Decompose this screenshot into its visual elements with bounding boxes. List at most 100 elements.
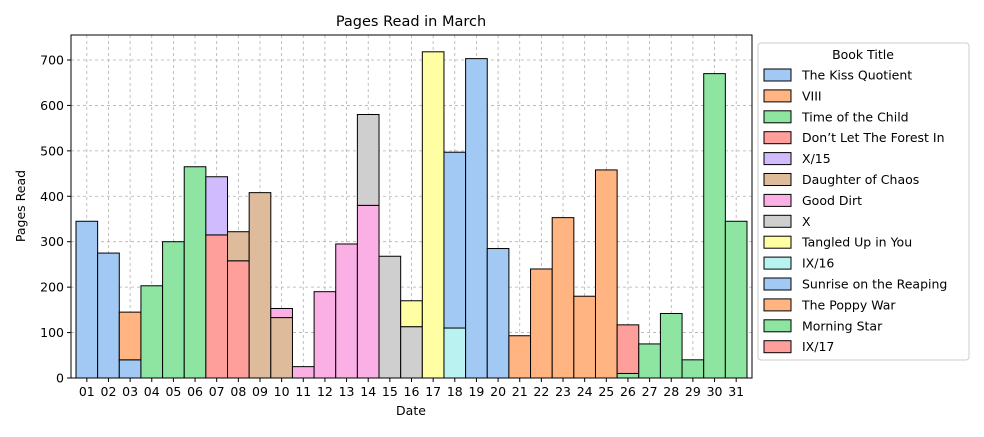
- x-tick-label: 14: [360, 384, 376, 399]
- bar-segment: [183, 166, 207, 379]
- bar-segment: [118, 311, 142, 361]
- x-axis-label: Date: [396, 403, 426, 418]
- x-tick-label: 20: [490, 384, 506, 399]
- bar-segment: [659, 312, 683, 379]
- legend-title: Book Title: [832, 47, 894, 62]
- bar-segment: [443, 151, 467, 329]
- x-tick-label: 12: [317, 384, 333, 399]
- bar-segment: [140, 285, 164, 379]
- x-tick-label: 09: [252, 384, 268, 399]
- legend: Book Title The Kiss Quotient VIII Time of …: [757, 42, 970, 361]
- legend-swatch: [763, 131, 792, 145]
- bar-segment: [443, 327, 467, 379]
- bar-segment: [205, 176, 229, 236]
- x-tick-label: 27: [642, 384, 658, 399]
- legend-swatch: [763, 89, 792, 103]
- legend-swatch: [763, 193, 792, 207]
- bar-segment: [508, 335, 532, 379]
- legend-label: Good Dirt: [802, 193, 862, 208]
- bar-segment: [465, 58, 488, 379]
- bar-segment: [270, 317, 293, 379]
- x-tick-label: 02: [101, 384, 117, 399]
- bar-segment: [356, 204, 380, 379]
- legend-swatch: [763, 68, 792, 82]
- x-tick-label: 06: [187, 384, 203, 399]
- legend-frame: [757, 42, 970, 361]
- y-tick-label: 300: [40, 234, 64, 249]
- y-tick-label: 700: [40, 52, 64, 67]
- y-axis-label: Pages Read: [13, 170, 28, 242]
- x-tick-label: 13: [339, 384, 355, 399]
- bar-segment: [270, 307, 293, 319]
- legend-label: Time of the Child: [801, 109, 909, 124]
- bar-segment: [400, 326, 423, 379]
- bar-segment: [118, 359, 142, 379]
- y-tick-label: 500: [40, 143, 64, 158]
- y-tick-label: 0: [56, 371, 64, 386]
- x-tick-label: 04: [144, 384, 160, 399]
- x-tick-label: 25: [598, 384, 614, 399]
- y-tick-label: 200: [40, 280, 64, 295]
- bar-segment: [421, 51, 445, 379]
- legend-label: Daughter of Chaos: [802, 172, 919, 187]
- legend-label: Sunrise on the Reaping: [802, 277, 947, 292]
- legend-label: VIII: [802, 88, 822, 103]
- bar-segment: [400, 300, 423, 328]
- x-tick-label: 15: [382, 384, 398, 399]
- axis-layer: 0 100 200 300 400 500 600 700 01 02 03 04 05 06 07 08 09…: [40, 52, 744, 399]
- x-tick-label: 03: [122, 384, 138, 399]
- y-tick-label: 100: [40, 325, 64, 340]
- x-tick-label: 26: [620, 384, 636, 399]
- legend-items: The Kiss Quotient VIII Time of the Child Do…: [763, 68, 947, 354]
- chart-title: Pages Read in March: [336, 14, 486, 30]
- x-tick-label: 21: [512, 384, 528, 399]
- x-tick-label: 30: [707, 384, 723, 399]
- y-tick-label: 600: [40, 98, 64, 113]
- bar-segment: [335, 243, 358, 379]
- bar-segment: [724, 220, 748, 379]
- x-tick-label: 10: [274, 384, 290, 399]
- legend-label: Tangled Up in You: [801, 235, 912, 250]
- x-tick-label: 16: [404, 384, 420, 399]
- bar-segment: [703, 73, 726, 379]
- bar-segment: [616, 372, 640, 379]
- legend-swatch: [763, 235, 792, 249]
- x-tick-label: 11: [295, 384, 311, 399]
- bar-segment: [594, 169, 618, 379]
- legend-swatch: [763, 340, 792, 354]
- bar-segment: [486, 248, 510, 379]
- bar-segment: [530, 268, 553, 379]
- x-tick-label: 31: [728, 384, 744, 399]
- x-tick-label: 23: [555, 384, 571, 399]
- bar-segment: [616, 324, 640, 374]
- bars-layer: [75, 51, 748, 379]
- x-tick-label: 01: [79, 384, 95, 399]
- bar-segment: [291, 366, 315, 379]
- legend-label: IX/17: [802, 339, 834, 354]
- legend-swatch: [763, 173, 792, 186]
- legend-label: X: [802, 214, 811, 229]
- bar-segment: [313, 291, 337, 379]
- legend-swatch: [763, 298, 792, 312]
- legend-swatch: [763, 214, 792, 228]
- x-tick-label: 28: [663, 384, 679, 399]
- bar-segment: [97, 252, 120, 379]
- bar-segment: [378, 255, 402, 379]
- x-tick-label: 29: [685, 384, 701, 399]
- legend-label: X/15: [802, 151, 831, 166]
- x-tick-label: 22: [533, 384, 549, 399]
- bar-segment: [227, 260, 250, 379]
- bar-segment: [205, 234, 229, 379]
- legend-label: Morning Star: [802, 318, 883, 333]
- bar-segment: [248, 192, 272, 379]
- bar-segment: [681, 359, 705, 379]
- legend-label: Don’t Let The Forest In: [802, 130, 945, 145]
- legend-swatch: [763, 152, 792, 166]
- legend-swatch: [763, 319, 792, 333]
- x-tick-label: 19: [468, 384, 484, 399]
- bar-segment: [356, 114, 380, 206]
- x-tick-label: 08: [230, 384, 246, 399]
- legend-swatch: [763, 256, 792, 270]
